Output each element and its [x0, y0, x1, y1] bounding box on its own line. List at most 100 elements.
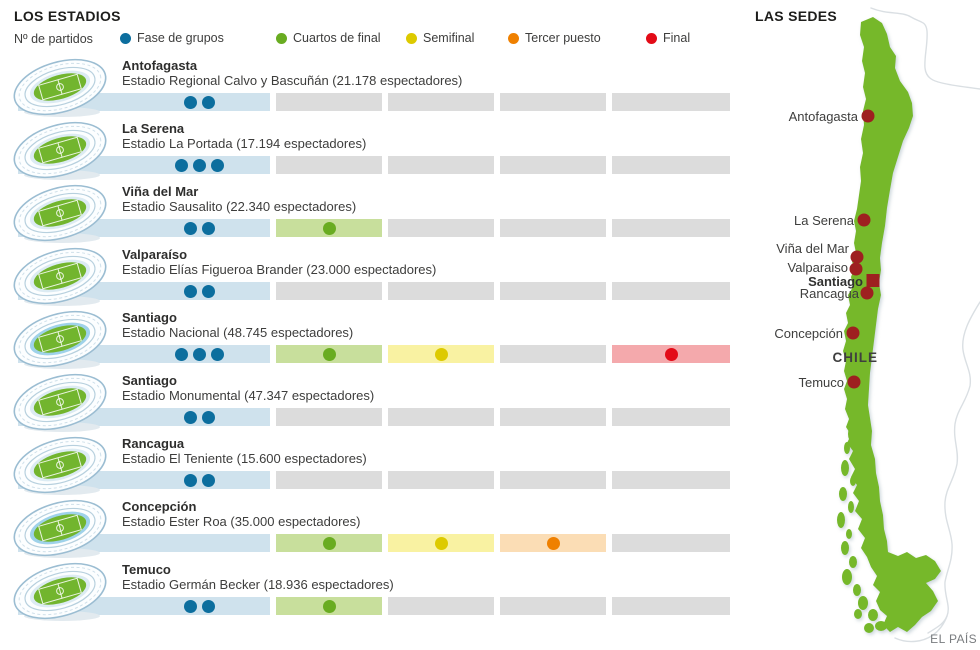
- stadium-row: Rancagua Estadio El Teniente (15.600 esp…: [0, 435, 730, 488]
- phase-segment: [612, 534, 730, 552]
- stadium-icon: [8, 433, 112, 497]
- map-label-temuco: Temuco: [798, 375, 844, 390]
- legend-item-fase-de-grupos: Fase de grupos: [120, 31, 224, 45]
- phase-segment: [276, 156, 382, 174]
- semifinal-dot-icon: [406, 32, 417, 44]
- phase-segment: [612, 471, 730, 489]
- phase-segment: [276, 597, 382, 615]
- phase-segment: [276, 345, 382, 363]
- map-label-chile: CHILE: [833, 350, 879, 365]
- stadium-text: Viña del Mar Estadio Sausalito (22.340 e…: [122, 183, 730, 214]
- phase-segment: [500, 345, 606, 363]
- stadium-detail: Estadio Germán Becker (18.936 espectador…: [122, 577, 394, 592]
- phase-segment: [612, 597, 730, 615]
- phase-segment: [388, 93, 494, 111]
- phase-segment: [500, 219, 606, 237]
- stadium-row: Antofagasta Estadio Regional Calvo y Bas…: [0, 57, 730, 110]
- match-dot: [322, 599, 336, 613]
- map-marker-concepcion: [846, 326, 860, 340]
- border-line-tierra-del-fuego: [894, 615, 948, 643]
- final-dot-icon: [646, 32, 657, 44]
- match-dot: [192, 158, 206, 172]
- stadium-text: La Serena Estadio La Portada (17.194 esp…: [122, 120, 730, 151]
- map-marker-la-serena: [857, 213, 871, 227]
- phase-segment: [500, 156, 606, 174]
- stadium-list: Antofagasta Estadio Regional Calvo y Bas…: [0, 57, 730, 624]
- stadium-row: Santiago Estadio Monumental (47.347 espe…: [0, 372, 730, 425]
- match-dot: [183, 410, 197, 424]
- map-label-concepcion: Concepción: [774, 326, 843, 341]
- publisher-credit: EL PAÍS: [930, 632, 977, 646]
- phase-segment: [612, 408, 730, 426]
- legend-matches-label: Nº de partidos: [14, 32, 93, 46]
- city-markers: [846, 109, 880, 389]
- stadium-detail: Estadio Elías Figueroa Brander (23.000 e…: [122, 262, 437, 277]
- match-dot: [201, 410, 215, 424]
- stadium-detail: Estadio Regional Calvo y Bascuñán (21.17…: [122, 73, 463, 88]
- stadium-detail: Estadio Nacional (48.745 espectadores): [122, 325, 354, 340]
- phase-segment: [388, 156, 494, 174]
- phase-segment: [388, 282, 494, 300]
- map-marker-santiago: [866, 274, 880, 287]
- phase-segment: [276, 282, 382, 300]
- match-dot: [434, 536, 448, 550]
- chile-map-shape: [843, 17, 941, 632]
- matches-bar: [18, 471, 730, 489]
- legend-item-label: Fase de grupos: [137, 31, 224, 45]
- legend-item-tercer-puesto: Tercer puesto: [508, 31, 601, 45]
- stadium-text: Rancagua Estadio El Teniente (15.600 esp…: [122, 435, 730, 466]
- stadium-text: Antofagasta Estadio Regional Calvo y Bas…: [122, 57, 730, 88]
- stadium-city: Temuco: [122, 562, 171, 577]
- phase-segment: [276, 219, 382, 237]
- stadium-city: Santiago: [122, 373, 177, 388]
- stadium-city: Santiago: [122, 310, 177, 325]
- legend: Nº de partidos Fase de grupos Cuartos de…: [0, 30, 730, 47]
- match-dot: [174, 347, 188, 361]
- stadium-text: Temuco Estadio Germán Becker (18.936 esp…: [122, 561, 730, 592]
- chile-archipelago: [837, 426, 887, 633]
- match-dot: [546, 536, 560, 550]
- stadium-icon: [8, 181, 112, 245]
- page-title: LOS ESTADIOS: [14, 8, 121, 24]
- legend-item-semifinal: Semifinal: [406, 31, 474, 45]
- quarterfinal-dot-icon: [276, 32, 287, 44]
- phase-segment: [612, 219, 730, 237]
- matches-bar: [18, 597, 730, 615]
- phase-segment: [276, 471, 382, 489]
- match-dot: [664, 347, 678, 361]
- match-dot: [183, 599, 197, 613]
- stadium-row: Temuco Estadio Germán Becker (18.936 esp…: [0, 561, 730, 614]
- match-dot: [201, 473, 215, 487]
- stadium-icon: [8, 496, 112, 560]
- match-dot: [174, 158, 188, 172]
- map-marker-vina-del-mar: [850, 250, 864, 264]
- stadiums-panel: LOS ESTADIOS Nº de partidos Fase de grup…: [0, 8, 730, 650]
- phase-segment: [388, 408, 494, 426]
- stadium-icon: [8, 370, 112, 434]
- city-labels: Antofagasta La Serena Viña del Mar Valpa…: [774, 109, 879, 390]
- stadium-city: La Serena: [122, 121, 185, 136]
- stadium-city: Concepción: [122, 499, 197, 514]
- third-place-dot-icon: [508, 32, 519, 44]
- map-label-la-serena: La Serena: [794, 213, 855, 228]
- stadium-detail: Estadio La Portada (17.194 espectadores): [122, 136, 367, 151]
- stadium-row: Valparaíso Estadio Elías Figueroa Brande…: [0, 246, 730, 299]
- legend-item-cuartos: Cuartos de final: [276, 31, 381, 45]
- match-dot: [201, 95, 215, 109]
- stadium-row: Viña del Mar Estadio Sausalito (22.340 e…: [0, 183, 730, 236]
- match-dot: [210, 158, 224, 172]
- matches-bar: [18, 408, 730, 426]
- phase-segment: [500, 93, 606, 111]
- matches-bar: [18, 156, 730, 174]
- match-dot: [183, 95, 197, 109]
- stadium-text: Valparaíso Estadio Elías Figueroa Brande…: [122, 246, 730, 277]
- phase-segment: [500, 597, 606, 615]
- stadium-row: Santiago Estadio Nacional (48.745 espect…: [0, 309, 730, 362]
- legend-item-label: Final: [663, 31, 691, 45]
- phase-segment: [276, 534, 382, 552]
- border-line-atlantic-coast: [927, 301, 980, 634]
- stadium-detail: Estadio Ester Roa (35.000 espectadores): [122, 514, 361, 529]
- map-title: LAS SEDES: [755, 8, 838, 24]
- matches-bar: [18, 93, 730, 111]
- stadium-icon: [8, 559, 112, 623]
